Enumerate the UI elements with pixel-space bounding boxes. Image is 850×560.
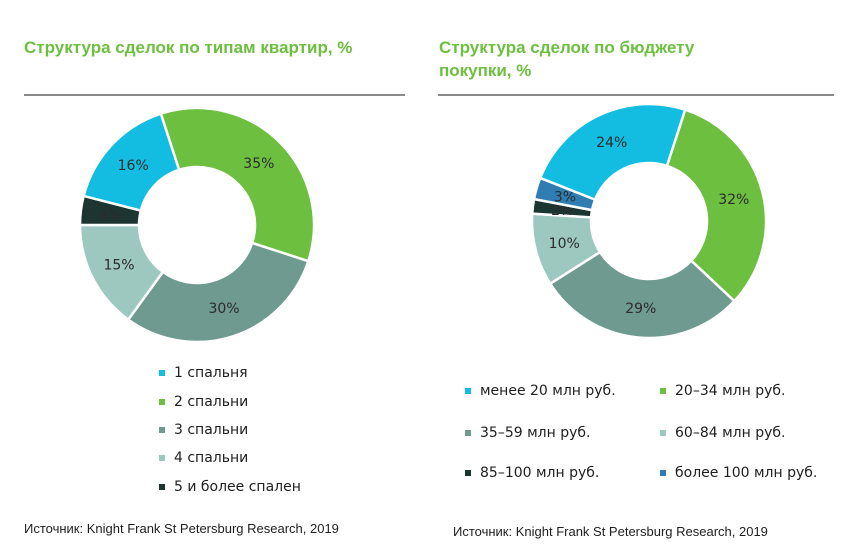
legend-label: 4 спальни bbox=[174, 450, 249, 466]
legend-apartment-types-item-4: 4 спальни bbox=[159, 450, 248, 466]
donut-slice-label-1: 16% bbox=[118, 158, 149, 174]
legend-swatch bbox=[465, 470, 471, 476]
legend-swatch bbox=[660, 470, 666, 476]
legend-label: 60–84 млн руб. bbox=[675, 425, 786, 441]
donut-chart-apartment-types: 35% 30% 15% 4% 16% bbox=[78, 106, 316, 344]
donut-slice-label-2: 35% bbox=[243, 156, 274, 172]
legend-swatch bbox=[465, 388, 471, 394]
legend-budget-item-6: более 100 млн руб. bbox=[660, 465, 817, 481]
legend-swatch bbox=[159, 484, 165, 490]
legend-budget-item-3: 35–59 млн руб. bbox=[465, 425, 590, 441]
legend-label: более 100 млн руб. bbox=[675, 465, 818, 481]
legend-label: 5 и более спален bbox=[174, 479, 301, 495]
donut-slice-2 bbox=[159, 106, 316, 263]
legend-budget-item-2: 20–34 млн руб. bbox=[660, 383, 785, 399]
donut-slice-label-3: 29% bbox=[625, 301, 656, 317]
legend-label: 85–100 млн руб. bbox=[480, 465, 600, 481]
legend-apartment-types-item-2: 2 спальни bbox=[159, 394, 248, 410]
legend-apartment-types-item-5: 5 и более спален bbox=[159, 479, 301, 495]
donut-slice-label-5: 4% bbox=[99, 207, 121, 223]
donut-slice-label-6: 3% bbox=[554, 190, 576, 206]
legend-swatch bbox=[660, 388, 666, 394]
donut-slice-label-3: 30% bbox=[208, 301, 239, 317]
legend-label: 3 спальни bbox=[174, 422, 249, 438]
legend-swatch bbox=[159, 370, 165, 376]
donut-chart-budget: 32% 29% 10% 2%3% 24% bbox=[530, 102, 768, 340]
legend-budget-item-1: менее 20 млн руб. bbox=[465, 383, 616, 399]
legend-swatch bbox=[159, 399, 165, 405]
chart-title-budget: Структура сделок по бюджету покупки, % bbox=[439, 38, 695, 80]
donut-slice-label-2: 32% bbox=[718, 192, 749, 208]
legend-label: 1 спальня bbox=[174, 365, 248, 381]
legend-label: 35–59 млн руб. bbox=[480, 425, 591, 441]
legend-label: менее 20 млн руб. bbox=[480, 383, 616, 399]
legend-swatch bbox=[159, 455, 165, 461]
donut-slice-1 bbox=[82, 112, 181, 213]
chart-title-apartment-types: Структура сделок по типам квартир, % bbox=[24, 38, 353, 57]
donut-slice-label-1: 24% bbox=[596, 135, 627, 151]
legend-label: 20–34 млн руб. bbox=[675, 383, 786, 399]
title-divider-right bbox=[438, 94, 834, 96]
donut-slice-label-4: 15% bbox=[103, 258, 134, 274]
donut-slice-1 bbox=[538, 102, 687, 202]
legend-apartment-types-item-3: 3 спальни bbox=[159, 422, 248, 438]
donut-slice-label-4: 10% bbox=[549, 236, 580, 252]
donut-slice-3 bbox=[548, 250, 737, 340]
source-note-left: Источник: Knight Frank St Petersburg Res… bbox=[24, 521, 339, 536]
legend-label: 2 спальни bbox=[174, 394, 249, 410]
legend-swatch bbox=[660, 430, 666, 436]
legend-swatch bbox=[159, 427, 165, 433]
donut-slice-label-5: 2% bbox=[551, 203, 573, 219]
legend-budget-item-4: 60–84 млн руб. bbox=[660, 425, 785, 441]
donut-slice-2 bbox=[665, 108, 768, 303]
source-note-right: Источник: Knight Frank St Petersburg Res… bbox=[453, 524, 768, 539]
title-divider-left bbox=[24, 94, 405, 96]
donut-slice-3 bbox=[126, 241, 310, 344]
legend-apartment-types-item-1: 1 спальня bbox=[159, 365, 248, 381]
legend-budget-item-5: 85–100 млн руб. bbox=[465, 465, 599, 481]
legend-swatch bbox=[465, 430, 471, 436]
